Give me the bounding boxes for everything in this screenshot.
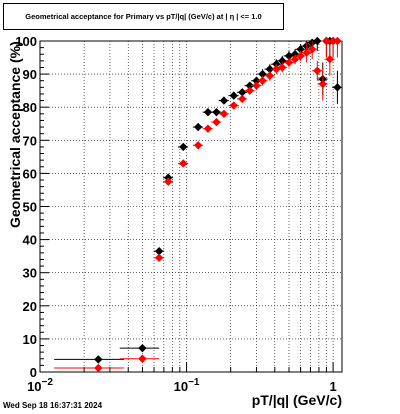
data-point xyxy=(252,76,261,85)
data-point xyxy=(258,76,267,85)
x-axis-label: pT/|q| (GeV/c) xyxy=(252,392,342,408)
data-point xyxy=(284,58,294,67)
data-point xyxy=(179,159,188,168)
data-point xyxy=(164,177,173,186)
data-point xyxy=(325,55,335,64)
axis-ticks: 0 10 20 30 40 50 60 70 80 90 100 10−2 10−1 1 xyxy=(15,34,336,394)
data-point xyxy=(94,355,103,364)
data-point xyxy=(333,36,342,46)
data-point xyxy=(290,55,300,64)
data-point xyxy=(313,36,322,46)
data-point xyxy=(238,94,247,104)
y-tick-label: 70 xyxy=(23,133,37,148)
y-tick-label: 60 xyxy=(23,166,37,181)
data-point xyxy=(302,48,311,57)
y-tick-label: 40 xyxy=(23,233,37,248)
data-point xyxy=(252,81,261,90)
data-point xyxy=(229,91,238,100)
data-point xyxy=(265,71,275,80)
data-series xyxy=(54,36,342,373)
data-point xyxy=(212,117,221,127)
data-point xyxy=(245,86,254,95)
y-tick-label: 0 xyxy=(30,365,37,380)
data-point xyxy=(193,122,203,132)
timestamp: Wed Sep 18 16:37:31 2024 xyxy=(3,401,103,410)
data-point xyxy=(307,45,317,54)
data-point xyxy=(212,107,221,117)
grid xyxy=(39,41,342,372)
data-point xyxy=(284,51,294,61)
data-point xyxy=(296,51,305,61)
data-point xyxy=(229,101,238,110)
data-point xyxy=(94,363,103,373)
chart-title: Geometrical acceptance for Primary vs pT… xyxy=(3,3,284,30)
y-tick-label: 20 xyxy=(23,299,37,314)
data-point xyxy=(238,88,247,97)
data-point xyxy=(313,66,322,75)
data-point xyxy=(265,64,275,74)
y-tick-label: 100 xyxy=(15,34,37,49)
data-point xyxy=(193,141,203,150)
data-point xyxy=(296,45,305,54)
x-tick-label: 1 xyxy=(329,379,336,394)
data-point xyxy=(219,96,229,105)
data-point xyxy=(219,109,229,119)
y-tick-label: 10 xyxy=(23,332,37,347)
data-point xyxy=(154,246,164,256)
y-tick-label: 30 xyxy=(23,266,37,281)
data-point xyxy=(138,354,147,363)
data-point xyxy=(203,107,213,117)
series-1 xyxy=(54,36,342,373)
data-point xyxy=(245,81,254,90)
series-0 xyxy=(54,36,342,364)
y-tick-label: 80 xyxy=(23,100,37,115)
data-point xyxy=(203,124,213,133)
data-point xyxy=(154,253,164,263)
data-point xyxy=(272,64,281,74)
data-point xyxy=(278,63,287,72)
y-tick-label: 50 xyxy=(23,200,37,215)
data-point xyxy=(333,83,342,92)
y-tick-label: 90 xyxy=(23,67,37,82)
data-point xyxy=(318,79,327,89)
data-point xyxy=(179,142,188,152)
y-axis-label: Geometrical acceptance (%) xyxy=(7,41,23,228)
x-tick-label: 10−2 xyxy=(27,377,53,394)
data-point xyxy=(322,36,331,46)
data-point xyxy=(138,343,147,353)
x-tick-label: 10−1 xyxy=(174,377,200,394)
